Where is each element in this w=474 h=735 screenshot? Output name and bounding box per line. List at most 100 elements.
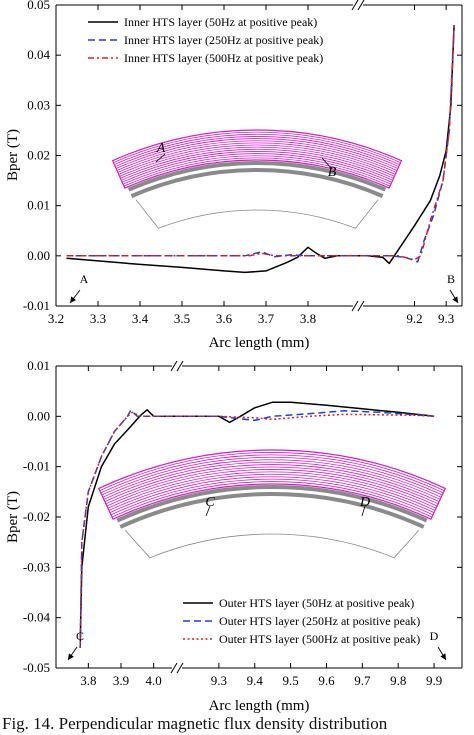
- x-tick-label: 3.5: [174, 311, 190, 326]
- inset-conductor-band: [111, 129, 403, 189]
- legend-entry: Inner HTS layer (500Hz at positive peak): [124, 51, 323, 65]
- y-tick-label: 0.01: [27, 358, 50, 373]
- x-tick-label: 9.3: [438, 311, 454, 326]
- legend-entry: Outer HTS layer (250Hz at positive peak): [219, 614, 420, 628]
- axis-break-mark: [357, 300, 365, 312]
- legend-entry: Outer HTS layer (500Hz at positive peak): [219, 632, 420, 646]
- inset-strand-line: [110, 478, 434, 516]
- inset-strand-line: [123, 157, 391, 187]
- inset-strand-line: [101, 456, 443, 496]
- series-line-3: [66, 25, 455, 261]
- point-label: C: [76, 629, 84, 643]
- inset-leader-line: [321, 157, 333, 170]
- axis-break-mark: [176, 360, 184, 372]
- y-tick-label: 0.00: [27, 408, 50, 423]
- figure-caption: Fig. 14. Perpendicular magnetic flux den…: [2, 714, 388, 733]
- x-tick-label: 3.6: [216, 311, 233, 326]
- legend-entry: Inner HTS layer (50Hz at positive peak): [124, 15, 317, 29]
- inset-hts-layer-1: [116, 484, 428, 523]
- x-tick-label: 4.0: [146, 673, 162, 688]
- inset-strand-line: [111, 481, 433, 518]
- x-axis-title: Arc length (mm): [209, 698, 310, 714]
- y-axis-title: Bper (T): [5, 129, 21, 181]
- inset-strand-line: [99, 452, 445, 491]
- x-axis-title: Arc length (mm): [209, 335, 310, 351]
- y-tick-label: 0.01: [27, 198, 50, 213]
- inset-cable-schematic: AB: [111, 129, 403, 229]
- axis-break-mark: [357, 0, 365, 11]
- inset-strand-line: [109, 476, 435, 513]
- chart-panel-2: C D0.010.00-0.01-0.02-0.03-0.04-0.053.8 3.…: [5, 358, 463, 714]
- inset-strand-line: [114, 133, 400, 165]
- y-tick-label: -0.02: [23, 509, 50, 524]
- y-tick-label: 0.02: [27, 148, 50, 163]
- inset-former-outline: [124, 529, 420, 559]
- point-label: B: [447, 272, 455, 286]
- inset-point-label: D: [359, 495, 370, 510]
- x-tick-label: 9.9: [426, 673, 442, 688]
- x-tick-label: 9.6: [318, 673, 335, 688]
- inset-strand-line: [102, 459, 442, 498]
- y-tick-label: 0.00: [27, 248, 50, 263]
- x-tick-label: 3.9: [113, 673, 129, 688]
- x-tick-label: 9.3: [211, 673, 227, 688]
- legend-entry: Outer HTS layer (50Hz at positive peak): [219, 596, 414, 610]
- axes: 0.05 0.04 0.03 0.02 0.01 0.00 -0.013.2 3.3 3.4 3.…: [5, 0, 463, 351]
- legend: Inner HTS layer (50Hz at positive peak) I…: [88, 15, 323, 65]
- inset-strand-line: [115, 136, 399, 167]
- inset-strand-line: [106, 469, 438, 507]
- inset-leader-line: [155, 153, 166, 163]
- x-tick-label: 3.8: [300, 311, 316, 326]
- x-tick-label: 9.5: [282, 673, 298, 688]
- x-tick-label: 3.2: [48, 311, 64, 326]
- y-tick-label: -0.03: [23, 559, 50, 574]
- inset-hts-layer-2: [119, 492, 425, 529]
- y-tick-label: -0.04: [23, 610, 51, 625]
- inset-former-outline: [135, 199, 379, 229]
- chart-panel-1: AB0.050.040.030.020.010.00-0.013.2 3.3 3.4…: [5, 0, 463, 351]
- inset-point-label: A: [156, 141, 166, 156]
- point-arrowhead: [70, 296, 77, 303]
- inset-strand-line: [122, 153, 392, 183]
- point-label: A: [80, 272, 89, 286]
- x-tick-label: 9.8: [390, 673, 406, 688]
- axis-break-mark: [351, 0, 359, 11]
- series-line-2: [79, 409, 435, 648]
- y-tick-label: 0.04: [27, 47, 50, 62]
- inset-point-label: C: [205, 495, 215, 510]
- axis-break-mark: [351, 300, 359, 312]
- x-tick-label: 3.4: [132, 311, 149, 326]
- inset-leader-line: [361, 505, 366, 517]
- x-tick-label: 9.4: [247, 673, 264, 688]
- y-axis-title: Bper (T): [5, 491, 21, 543]
- inset-strand-line: [100, 454, 444, 494]
- inset-strand-line: [107, 471, 437, 509]
- inset-hts-layer-2: [130, 168, 384, 198]
- x-tick-label: 3.3: [90, 311, 106, 326]
- inset-strand-line: [108, 473, 436, 511]
- point-arrowhead: [440, 653, 446, 660]
- series-line-2: [66, 25, 455, 263]
- point-arrowhead: [452, 296, 458, 303]
- point-label: D: [430, 629, 439, 643]
- inset-strand-line: [119, 146, 395, 177]
- inset-strand-line: [121, 151, 393, 181]
- x-tick-label: 9.2: [406, 311, 422, 326]
- inset-hts-layer-1: [127, 161, 387, 192]
- inset-strand-line: [103, 461, 441, 500]
- inset-leader-line: [205, 505, 211, 517]
- inset-strand-line: [104, 464, 440, 502]
- legend-entry: Inner HTS layer (250Hz at positive peak): [124, 33, 323, 47]
- inset-point-label: B: [328, 165, 337, 180]
- y-tick-label: -0.01: [23, 298, 50, 313]
- y-tick-label: -0.05: [23, 660, 50, 675]
- x-tick-label: 3.7: [258, 311, 275, 326]
- axis-break-mark: [170, 360, 178, 372]
- x-tick-label: 9.7: [354, 673, 371, 688]
- axis-break-mark: [176, 662, 184, 674]
- y-tick-label: -0.01: [23, 459, 50, 474]
- series-line-1: [79, 401, 435, 648]
- legend: Outer HTS layer (50Hz at positive peak) O…: [183, 596, 420, 646]
